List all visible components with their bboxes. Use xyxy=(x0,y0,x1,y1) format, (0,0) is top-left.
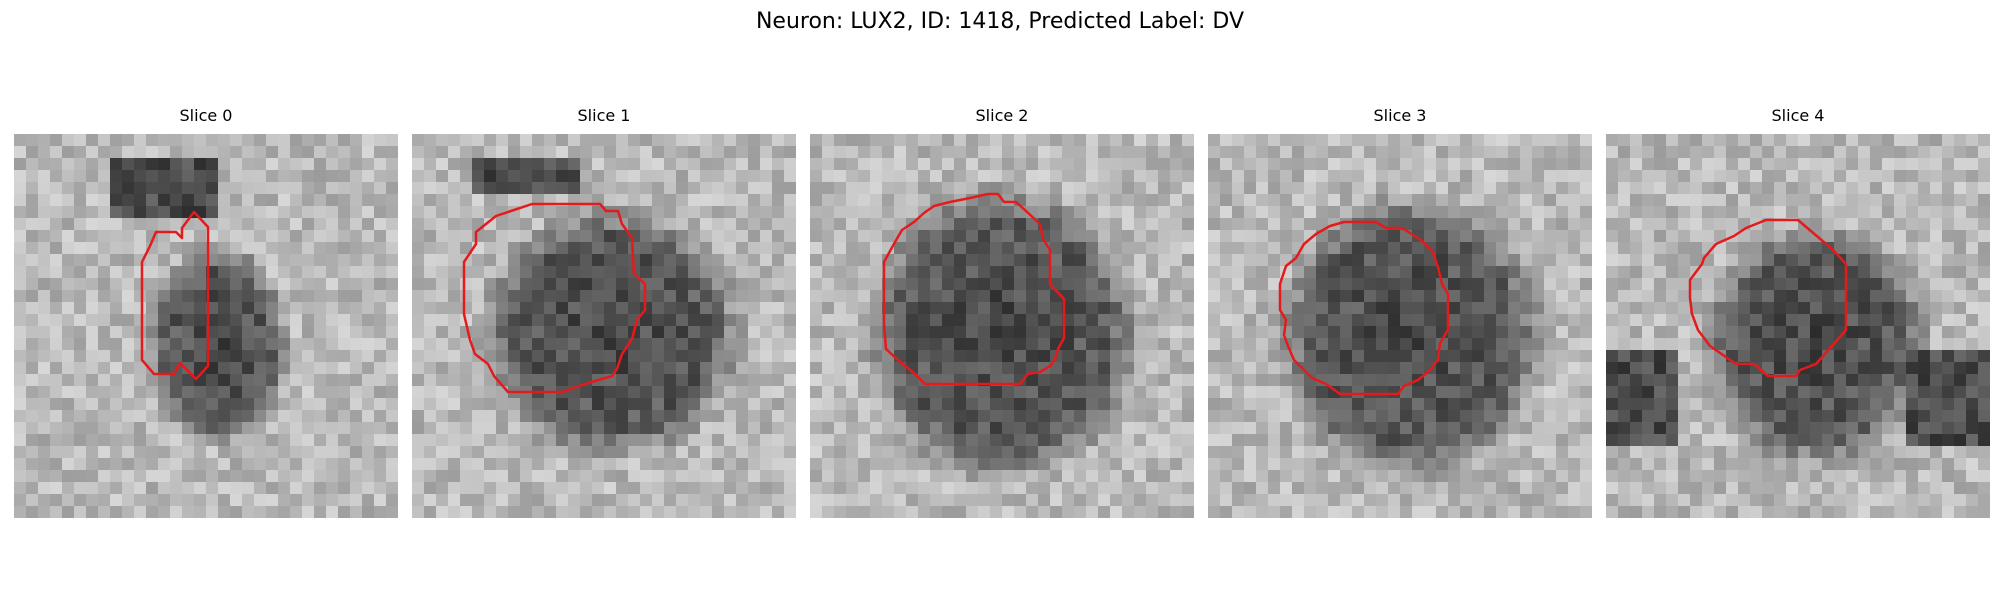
roi-contour-2 xyxy=(882,192,1066,386)
slice-image-3 xyxy=(1208,134,1592,518)
roi-contour-0 xyxy=(140,210,210,381)
slice-title-0: Slice 0 xyxy=(179,106,233,125)
slice-image-4 xyxy=(1606,134,1990,518)
slice-title-1: Slice 1 xyxy=(577,106,631,125)
roi-contour-4 xyxy=(1688,218,1848,378)
roi-contour-3 xyxy=(1278,220,1450,396)
slice-title-4: Slice 4 xyxy=(1771,106,1825,125)
slice-title-3: Slice 3 xyxy=(1373,106,1427,125)
slice-image-2 xyxy=(810,134,1194,518)
roi-contour-1 xyxy=(462,202,647,394)
slice-image-0 xyxy=(14,134,398,518)
slice-title-2: Slice 2 xyxy=(975,106,1029,125)
slice-image-1 xyxy=(412,134,796,518)
figure-title: Neuron: LUX2, ID: 1418, Predicted Label:… xyxy=(755,9,1245,34)
